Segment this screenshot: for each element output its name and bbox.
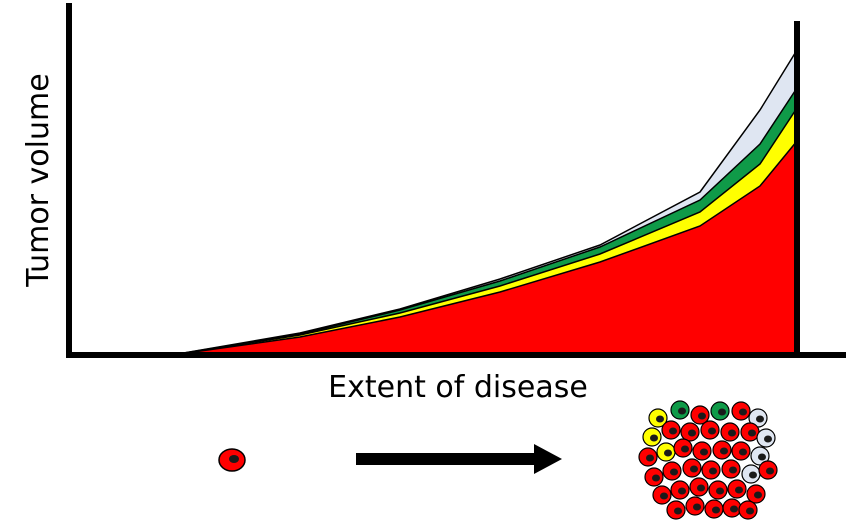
cluster-cell [731,401,751,421]
cluster-cell [712,440,732,460]
cluster-cell [685,496,705,516]
cluster-cell [746,484,766,504]
cluster-cell [721,459,741,479]
cluster-cell [720,422,740,442]
cluster-cell [740,422,760,442]
cluster-cell [682,458,702,478]
single-cell-nucleus [229,455,239,463]
y-axis-label: Tumor volume [21,73,56,287]
cluster-cell [661,420,681,440]
arrow-icon [356,444,562,474]
series-1-area [171,138,798,356]
cluster-cell [738,500,758,520]
cluster-cell [708,480,728,500]
cluster-cell [670,480,690,500]
cluster-cell [756,428,776,448]
x-axis-label: Extent of disease [328,370,588,405]
cluster-cell [731,441,751,461]
cluster-cell [642,427,662,447]
cluster-cell [644,467,664,487]
cluster-cell [690,405,710,425]
cluster-cell [638,447,658,467]
cluster-cell [670,400,690,420]
cluster-cell [689,477,709,497]
cell-cluster [638,400,778,520]
cluster-cell [700,420,720,440]
cluster-cell [656,442,676,462]
cluster-cell [673,438,693,458]
cluster-cell [741,464,761,484]
cluster-cell [648,408,668,428]
cluster-cell [727,479,747,499]
cluster-cell [666,500,686,520]
single-cell [218,448,246,472]
cluster-cell [748,408,768,428]
cluster-cell [758,460,778,480]
cluster-cell [710,401,730,421]
cluster-cell [680,422,700,442]
cluster-cell [652,485,672,505]
cluster-cell [704,499,724,519]
cluster-cell [701,460,721,480]
cluster-cell [722,498,742,518]
cluster-cell [692,441,712,461]
cluster-cell [662,461,682,481]
stacked-area-plot [171,47,798,356]
